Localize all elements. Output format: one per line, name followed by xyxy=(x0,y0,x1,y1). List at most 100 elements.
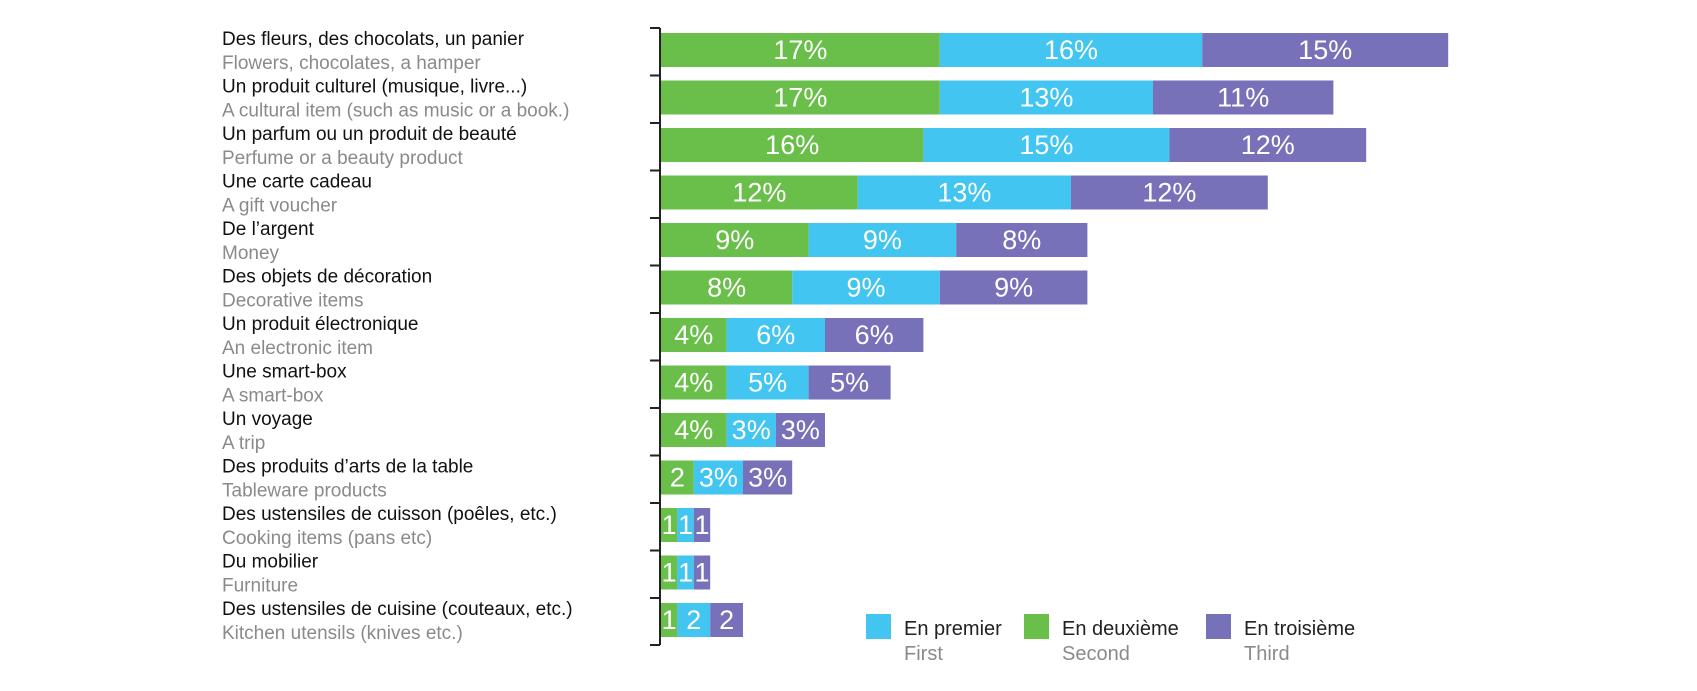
bar-segment-third xyxy=(808,365,891,400)
data-label: 3% xyxy=(699,463,738,493)
bar-segment-third xyxy=(710,603,743,637)
data-label: 13% xyxy=(1019,83,1073,113)
legend-label-fr: En premier xyxy=(904,618,1002,640)
legend-label-fr: En troisième xyxy=(1244,618,1355,640)
data-label: 5% xyxy=(830,368,869,398)
bar-segment-second xyxy=(661,365,727,400)
legend-label-en: Second xyxy=(1062,643,1130,665)
category-label-fr: Un produit électronique xyxy=(222,314,418,335)
category-label-en: Flowers, chocolates, a hamper xyxy=(222,53,481,74)
data-label: 15% xyxy=(1298,35,1352,65)
data-label: 2 xyxy=(670,463,685,493)
bar-segment-third xyxy=(693,508,711,542)
category-label-fr: Un produit culturel (musique, livre...) xyxy=(222,77,527,98)
bar-segment-third xyxy=(1169,128,1367,162)
bar-segment-second xyxy=(661,175,858,210)
data-label: 13% xyxy=(937,178,991,208)
data-label: 3% xyxy=(732,415,771,445)
data-label: 6% xyxy=(756,320,795,350)
bar-segment-first xyxy=(939,33,1203,67)
data-label: 12% xyxy=(1241,130,1295,160)
data-label: 1 xyxy=(662,558,677,588)
data-label: 15% xyxy=(1019,130,1073,160)
bar-segment-third xyxy=(1202,33,1449,67)
category-label-en: Furniture xyxy=(222,576,298,597)
bar-segment-first xyxy=(677,508,694,542)
data-label: 1 xyxy=(662,605,677,635)
legend-label-fr: En deuxième xyxy=(1062,618,1179,640)
legend-swatch xyxy=(1024,614,1049,639)
category-labels: Des fleurs, des chocolats, un panier Flow… xyxy=(222,29,573,644)
bar-segment-first xyxy=(693,460,743,495)
category-label-fr: De l’argent xyxy=(222,219,315,240)
legend-swatch xyxy=(866,614,891,639)
bar-segment-second xyxy=(661,460,694,495)
bar-segment-third xyxy=(1071,175,1268,210)
data-label: 9% xyxy=(715,225,754,255)
category-label-fr: Des ustensiles de cuisson (poêles, etc.) xyxy=(222,504,557,525)
bar-segment-second xyxy=(661,555,678,590)
data-label: 4% xyxy=(674,320,713,350)
data-label: 17% xyxy=(773,83,827,113)
data-label: 1 xyxy=(694,510,709,540)
bar-segment-third xyxy=(956,223,1088,257)
bar-segment-first xyxy=(726,365,809,400)
data-label: 11% xyxy=(1217,83,1269,113)
bar-segment-third xyxy=(775,413,825,447)
bar-segment-first xyxy=(726,413,776,447)
category-label-en: Money xyxy=(222,243,280,264)
data-label: 4% xyxy=(674,415,713,445)
data-label: 4% xyxy=(674,368,713,398)
bar-segment-first xyxy=(808,223,957,257)
category-label-fr: Des objets de décoration xyxy=(222,267,432,288)
data-label: 12% xyxy=(732,178,786,208)
category-label-en: A trip xyxy=(222,433,265,454)
data-label: 12% xyxy=(1142,178,1196,208)
data-label: 1 xyxy=(678,558,693,588)
data-label: 6% xyxy=(855,320,894,350)
data-label: 1 xyxy=(678,510,693,540)
category-label-fr: Des produits d’arts de la table xyxy=(222,457,473,478)
bar-segment-second xyxy=(661,33,940,67)
data-label: 8% xyxy=(707,273,746,303)
bar-segment-second xyxy=(661,270,793,305)
bar-segment-second xyxy=(661,80,940,115)
category-label-fr: Une carte cadeau xyxy=(222,172,372,193)
category-label-en: Cooking items (pans etc) xyxy=(222,528,432,549)
category-label-fr: Une smart-box xyxy=(222,362,347,383)
category-label-fr: Un parfum ou un produit de beauté xyxy=(222,124,517,145)
data-label: 9% xyxy=(846,273,885,303)
bar-segment-third xyxy=(693,555,711,590)
data-label: 2 xyxy=(719,605,734,635)
data-label: 16% xyxy=(1044,35,1098,65)
category-label-en: An electronic item xyxy=(222,338,373,359)
legend-label-en: First xyxy=(904,643,943,665)
bar-segment-second xyxy=(661,508,678,542)
data-label: 3% xyxy=(781,415,820,445)
category-label-fr: Des ustensiles de cuisine (couteaux, etc… xyxy=(222,599,573,620)
data-label: 2 xyxy=(686,605,701,635)
data-label: 8% xyxy=(1002,225,1041,255)
bar-segment-third xyxy=(1153,80,1334,115)
bars: 17% 16% 15%17% 13% 11%16% 15% 12%12% 13% 12%9% 9%… xyxy=(661,33,1449,637)
data-label: 16% xyxy=(765,130,819,160)
bar-segment-first xyxy=(857,175,1071,210)
bar-segment-third xyxy=(939,270,1088,305)
data-label: 9% xyxy=(863,225,902,255)
bar-segment-second xyxy=(661,413,727,447)
bar-segment-first xyxy=(792,270,940,305)
data-label: 3% xyxy=(748,463,787,493)
category-label-en: Perfume or a beauty product xyxy=(222,148,464,169)
category-label-en: Tableware products xyxy=(222,481,387,502)
bar-segment-third xyxy=(825,318,924,352)
category-label-en: Decorative items xyxy=(222,291,364,312)
bar-segment-second xyxy=(661,603,678,637)
category-label-en: A smart-box xyxy=(222,386,324,407)
category-label-fr: Un voyage xyxy=(222,409,313,430)
data-label: 1 xyxy=(694,558,709,588)
bar-segment-first xyxy=(923,128,1170,162)
category-label-fr: Des fleurs, des chocolats, un panier xyxy=(222,29,525,50)
category-label-en: A gift voucher xyxy=(222,196,338,217)
legend: En premier First En deuxième Second En trois… xyxy=(866,614,1355,665)
